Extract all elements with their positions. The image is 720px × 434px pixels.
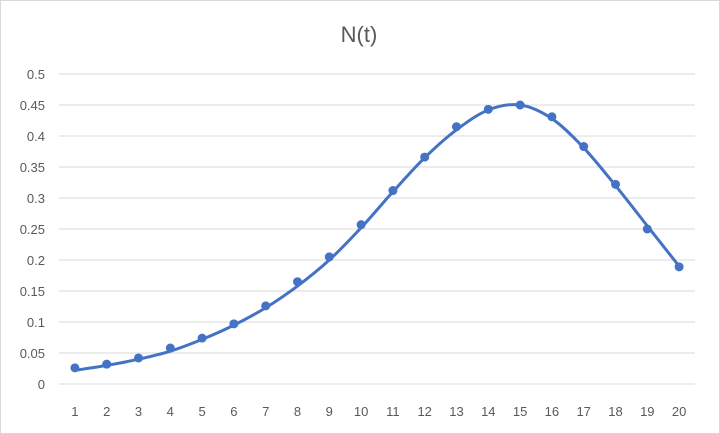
x-tick-label: 18 — [608, 404, 622, 419]
data-point — [547, 112, 557, 122]
data-point — [674, 262, 684, 272]
data-point — [293, 277, 302, 287]
y-tick-label: 0.3 — [27, 191, 45, 206]
data-point — [197, 333, 207, 343]
data-point — [483, 104, 493, 114]
x-tick-label: 11 — [386, 404, 400, 419]
gridlines — [59, 73, 695, 385]
data-points-layer — [70, 100, 684, 373]
x-tick-label: 14 — [481, 404, 495, 419]
data-point — [420, 152, 430, 162]
data-point — [611, 179, 620, 189]
data-point — [261, 301, 271, 311]
x-tick-label: 8 — [294, 404, 301, 419]
y-tick-label: 0.45 — [20, 98, 45, 113]
x-tick-label: 1 — [71, 404, 78, 419]
chart-title: N(t) — [341, 22, 378, 47]
x-tick-label: 3 — [135, 404, 142, 419]
data-point — [642, 224, 652, 234]
fit-line — [73, 103, 681, 372]
data-point — [134, 353, 143, 363]
data-point — [165, 343, 175, 353]
y-tick-label: 0.5 — [27, 67, 45, 82]
fit-line-layer — [73, 103, 681, 372]
data-point — [229, 319, 239, 329]
x-tick-label: 10 — [354, 404, 368, 419]
y-tick-label: 0 — [38, 377, 45, 392]
x-tick-label: 6 — [230, 404, 237, 419]
x-axis-ticks: 1 2 3 4 5 6 7 8 9 10 11 12 13 14 15 16 17 18 19 20 — [71, 404, 686, 419]
data-point — [356, 220, 366, 230]
x-tick-label: 12 — [417, 404, 431, 419]
y-tick-label: 0.05 — [20, 346, 45, 361]
data-point — [579, 142, 589, 152]
x-tick-label: 7 — [262, 404, 269, 419]
x-tick-label: 9 — [326, 404, 333, 419]
data-point — [452, 122, 461, 132]
x-tick-label: 2 — [103, 404, 110, 419]
data-point — [70, 363, 80, 373]
y-tick-label: 0.2 — [27, 253, 45, 268]
x-tick-label: 5 — [198, 404, 205, 419]
data-point — [324, 252, 334, 262]
x-tick-label: 16 — [545, 404, 559, 419]
y-tick-label: 0.1 — [27, 315, 45, 330]
y-axis-ticks: 0 0.05 0.1 0.15 0.2 0.25 0.3 0.35 0.4 0.45 0.5 — [20, 67, 45, 392]
x-tick-label: 20 — [672, 404, 686, 419]
y-tick-label: 0.35 — [20, 160, 45, 175]
data-point — [102, 359, 112, 369]
x-tick-label: 17 — [576, 404, 590, 419]
y-tick-label: 0.15 — [20, 284, 45, 299]
data-point — [388, 186, 398, 196]
x-tick-label: 13 — [449, 404, 463, 419]
y-tick-label: 0.25 — [20, 222, 45, 237]
data-point — [515, 100, 525, 110]
x-tick-label: 4 — [167, 404, 174, 419]
x-tick-label: 15 — [513, 404, 527, 419]
y-tick-label: 0.4 — [27, 129, 45, 144]
x-tick-label: 19 — [640, 404, 654, 419]
